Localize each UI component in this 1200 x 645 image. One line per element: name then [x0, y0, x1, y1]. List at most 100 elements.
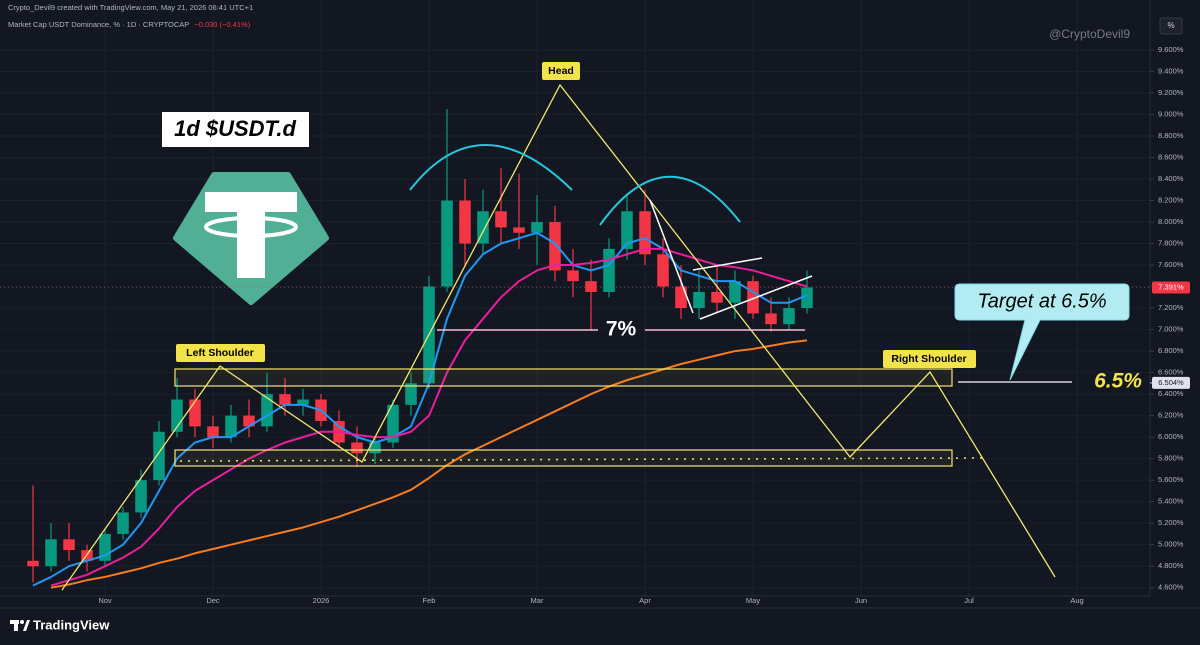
y-tick-label: 9.600%	[1158, 45, 1184, 54]
x-tick-label: Nov	[98, 596, 112, 605]
candle-body	[207, 426, 219, 438]
y-tick-label: 6.800%	[1158, 346, 1184, 355]
neckline-label: 7%	[606, 318, 637, 341]
plot-area	[0, 109, 1150, 589]
y-tick-label: 9.400%	[1158, 66, 1184, 75]
logo-stem	[14, 620, 18, 631]
candle-body	[189, 399, 201, 427]
candle-body	[513, 227, 525, 233]
candle-body	[369, 442, 381, 454]
resistance-zone	[174, 368, 953, 387]
support-dotted-line	[179, 457, 983, 462]
last-price-box	[1152, 281, 1190, 294]
right-arc	[599, 175, 741, 226]
watermark: @CryptoDevil9	[1049, 27, 1130, 41]
wedge-lower	[699, 275, 813, 320]
target-label: Target at 6.5%	[977, 290, 1106, 312]
candle-body	[549, 222, 561, 271]
y-tick-label: 9.200%	[1158, 88, 1184, 97]
symbol: Market Cap USDT Dominance, % · 1D · CRYP…	[8, 20, 189, 29]
x-tick-label: Apr	[639, 596, 651, 605]
candle-body	[225, 415, 237, 438]
y-tick-label: 4.600%	[1158, 583, 1184, 592]
candle-body	[279, 394, 291, 405]
candle-body	[747, 281, 759, 314]
y-tick-label: 9.000%	[1158, 109, 1184, 118]
head-and-shoulders-path	[61, 83, 1056, 591]
wedge-upper	[692, 257, 763, 271]
head-label: Head	[548, 65, 574, 77]
x-tick-label: Dec	[206, 596, 220, 605]
candle-body	[657, 254, 669, 287]
y-tick-label: 6.400%	[1158, 389, 1184, 398]
level-marker-box	[1152, 376, 1190, 389]
candle-body	[621, 211, 633, 249]
candle-body	[603, 248, 615, 292]
y-tick-label: 5.000%	[1158, 540, 1184, 549]
candle-body	[99, 533, 111, 561]
x-tick-label: 2026	[313, 596, 330, 605]
target-level-label: 6.5%	[1094, 370, 1142, 393]
moving-average-line	[50, 247, 808, 587]
y-tick-label: 8.600%	[1158, 152, 1184, 161]
y-tick-label: 5.200%	[1158, 518, 1184, 527]
candle-body	[711, 291, 723, 303]
y-tick-label: 8.200%	[1158, 196, 1184, 205]
level-marker-label: 6.504%	[1158, 378, 1184, 387]
logo-slash	[23, 620, 30, 631]
trend-line	[649, 199, 694, 314]
x-tick-label: Jul	[964, 596, 974, 605]
y-tick-label: 8.000%	[1158, 217, 1184, 226]
scale-button-box[interactable]	[1159, 17, 1183, 35]
candle-body	[567, 270, 579, 282]
left-shoulder-box	[176, 344, 265, 362]
candle-body	[297, 399, 309, 405]
candle-body	[351, 442, 363, 454]
candle-body	[477, 211, 489, 244]
y-tick-label: 5.800%	[1158, 454, 1184, 463]
x-tick-label: Mar	[531, 596, 544, 605]
ticker-box	[162, 112, 309, 147]
candle-body	[27, 560, 39, 567]
candle-body	[459, 200, 471, 244]
last-price-label: 7.391%	[1158, 283, 1184, 292]
target-callout	[954, 283, 1130, 381]
y-tick-label: 5.600%	[1158, 475, 1184, 484]
x-tick-label: Feb	[423, 596, 436, 605]
left-shoulder-label: Left Shoulder	[186, 347, 254, 359]
y-tick-label: 7.000%	[1158, 325, 1184, 334]
candle-body	[729, 281, 741, 303]
tether-logo-bar	[205, 192, 297, 212]
candle-body	[243, 415, 255, 427]
right-shoulder-box	[883, 350, 976, 368]
candle-body	[63, 539, 75, 551]
x-tick-label: Aug	[1070, 596, 1083, 605]
candle-body	[765, 313, 777, 325]
y-tick-label: 6.000%	[1158, 432, 1184, 441]
ticker-label: 1d $USDT.d	[174, 116, 296, 141]
candle-body	[639, 211, 651, 255]
candle-body	[117, 512, 129, 534]
x-tick-label: May	[746, 596, 760, 605]
change: −0.030 (−0.41%)	[194, 20, 250, 29]
branding-text: TradingView	[33, 617, 110, 632]
candle-body	[261, 394, 273, 427]
candle-body	[801, 287, 813, 309]
candle-body	[495, 211, 507, 228]
candle-body	[675, 286, 687, 309]
candle-body	[171, 399, 183, 432]
candle-body	[783, 308, 795, 325]
candle-body	[387, 404, 399, 443]
y-tick-label: 4.800%	[1158, 561, 1184, 570]
support-zone	[174, 449, 953, 467]
drawings: 7% Head Left Shoulder Right Shoulder 6.5…	[61, 62, 1142, 591]
moving-average-line	[50, 339, 808, 589]
candle-body	[585, 281, 597, 292]
x-tick-label: Jun	[855, 596, 867, 605]
scale-button[interactable]: %	[1167, 21, 1174, 30]
left-arc	[409, 144, 573, 191]
right-shoulder-label: Right Shoulder	[891, 353, 966, 365]
